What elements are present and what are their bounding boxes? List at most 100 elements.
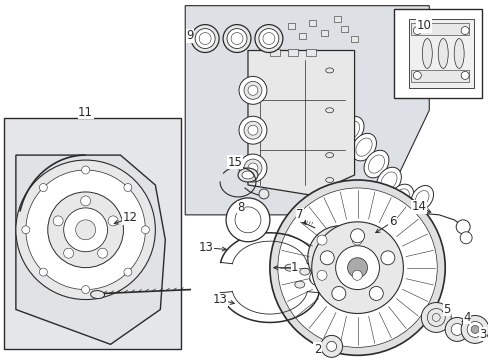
Text: 5: 5 [443,303,450,316]
Bar [394,9,481,98]
Bar [4,118,181,349]
Circle shape [412,71,421,80]
Text: 10: 10 [416,19,431,32]
Bar [269,49,279,57]
Circle shape [316,235,326,245]
Ellipse shape [388,184,413,212]
Bar [287,49,297,57]
Ellipse shape [285,264,294,271]
Circle shape [277,188,436,347]
Ellipse shape [294,281,304,288]
Text: 7: 7 [295,208,303,221]
Circle shape [307,226,371,289]
Ellipse shape [437,39,447,68]
Text: 13: 13 [212,293,227,306]
Ellipse shape [422,39,431,68]
Circle shape [76,220,95,240]
Polygon shape [16,155,165,345]
Circle shape [259,189,268,199]
Ellipse shape [239,154,266,182]
Ellipse shape [247,125,258,135]
Ellipse shape [239,76,266,104]
Ellipse shape [364,150,388,178]
Ellipse shape [191,24,219,53]
Ellipse shape [299,268,309,275]
Circle shape [450,323,462,336]
Text: 13: 13 [198,241,213,254]
Bar [340,26,347,32]
Circle shape [351,270,362,280]
Text: 6: 6 [388,215,395,228]
Bar [298,32,305,39]
Ellipse shape [195,28,215,49]
Ellipse shape [247,85,258,95]
Text: 14: 14 [411,201,426,213]
Bar [308,20,315,26]
Bar [410,71,468,82]
Ellipse shape [410,185,433,210]
Circle shape [225,198,269,242]
Ellipse shape [244,81,262,99]
Ellipse shape [239,116,266,144]
Bar [320,30,327,36]
Ellipse shape [242,171,253,179]
Circle shape [40,268,47,276]
Ellipse shape [254,24,282,53]
Circle shape [123,268,132,276]
Circle shape [331,287,345,301]
Bar [410,23,468,35]
Ellipse shape [339,116,363,144]
Polygon shape [185,6,428,215]
Ellipse shape [453,39,463,68]
Bar [350,36,357,41]
Circle shape [22,226,30,234]
Circle shape [421,302,450,332]
Circle shape [412,27,421,35]
Ellipse shape [238,168,258,182]
Ellipse shape [244,159,262,177]
Circle shape [431,314,439,321]
Ellipse shape [325,68,333,73]
Bar [287,23,294,28]
Circle shape [329,248,349,268]
Text: 4: 4 [463,311,470,324]
Circle shape [347,258,367,278]
Ellipse shape [247,163,258,173]
Bar [333,15,340,22]
Ellipse shape [226,28,246,49]
Text: 3: 3 [478,328,486,341]
Text: 8: 8 [237,201,244,215]
Ellipse shape [90,291,104,298]
Text: 2: 2 [313,343,321,356]
Circle shape [63,208,107,252]
Circle shape [460,27,468,35]
Circle shape [319,238,359,278]
Circle shape [351,235,362,245]
Circle shape [81,285,89,293]
Circle shape [81,166,89,174]
Text: 9: 9 [186,29,194,42]
Ellipse shape [376,167,401,195]
Circle shape [98,248,107,258]
Circle shape [141,226,149,234]
Circle shape [380,251,394,265]
Circle shape [470,325,478,333]
Ellipse shape [325,177,333,183]
Text: 1: 1 [290,261,298,274]
Text: 15: 15 [227,156,242,168]
Polygon shape [247,50,354,195]
Text: 12: 12 [122,211,138,224]
Circle shape [40,184,47,192]
Circle shape [16,160,155,300]
Circle shape [26,170,145,289]
Circle shape [368,287,383,301]
Circle shape [48,192,123,268]
Circle shape [350,229,364,243]
Bar [305,49,315,57]
Ellipse shape [325,153,333,158]
Circle shape [444,318,468,341]
Circle shape [269,180,444,355]
Text: 11: 11 [78,106,93,119]
Circle shape [81,196,90,206]
Circle shape [326,341,336,351]
